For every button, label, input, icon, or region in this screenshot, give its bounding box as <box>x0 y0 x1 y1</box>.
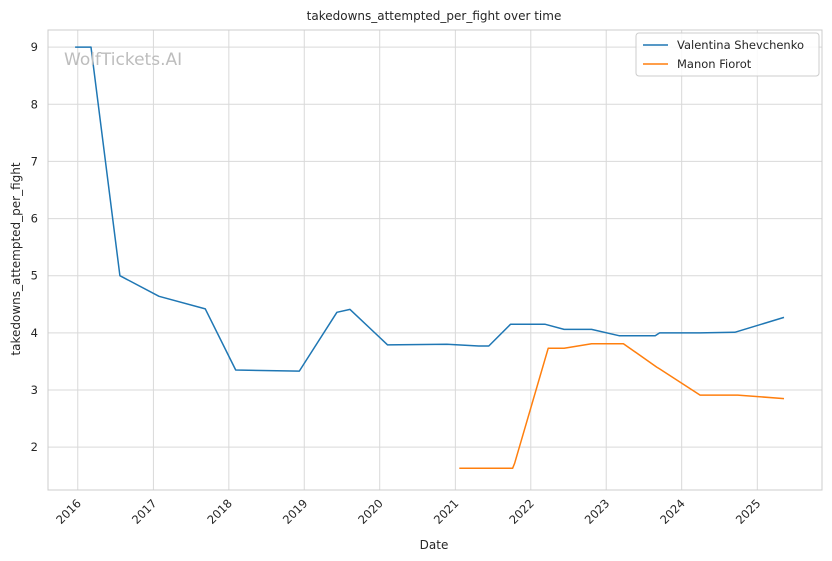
x-tick-label: 2021 <box>431 496 462 527</box>
watermark: WolfTickets.AI <box>64 50 182 70</box>
x-tick-label: 2016 <box>53 496 84 527</box>
x-tick-label: 2020 <box>355 496 386 527</box>
chart-title: takedowns_attempted_per_fight over time <box>307 9 562 23</box>
x-tick-label: 2017 <box>129 496 160 527</box>
y-tick-label: 3 <box>31 383 38 397</box>
x-tick-label: 2025 <box>733 496 764 527</box>
plot-frame <box>47 29 823 491</box>
x-gridlines <box>77 30 758 490</box>
x-axis-label: Date <box>420 538 449 552</box>
y-tick-label: 4 <box>31 326 38 340</box>
x-tick-label: 2018 <box>204 496 235 527</box>
y-tick-label: 2 <box>31 440 38 454</box>
x-tick-labels: 2016 2017 2018 2019 2020 2021 2022 2023 2024 2025 <box>53 496 763 527</box>
series-line-manon-fiorot <box>459 342 785 470</box>
y-tick-label: 9 <box>31 40 38 54</box>
x-tick-label: 2019 <box>280 496 311 527</box>
y-tick-label: 5 <box>31 269 38 283</box>
y-tick-label: 8 <box>31 97 38 111</box>
y-tick-label: 6 <box>31 212 38 226</box>
y-tick-labels: 2 3 4 5 6 7 8 9 <box>31 40 38 454</box>
legend: Valentina Shevchenko Manon Fiorot <box>635 32 820 77</box>
x-tick-label: 2024 <box>657 496 688 527</box>
series-layer <box>75 46 785 470</box>
x-tick-label: 2022 <box>506 496 537 527</box>
x-tick-label: 2023 <box>582 496 613 527</box>
series-line-valentina-shevchenko <box>75 46 785 372</box>
y-tick-label: 7 <box>31 154 38 168</box>
legend-label-valentina-shevchenko: Valentina Shevchenko <box>677 38 804 52</box>
y-gridlines <box>48 46 822 448</box>
y-axis-label: takedowns_attempted_per_fight <box>9 162 23 355</box>
legend-label-manon-fiorot: Manon Fiorot <box>677 57 752 71</box>
legend-box <box>635 32 820 77</box>
